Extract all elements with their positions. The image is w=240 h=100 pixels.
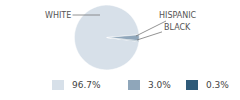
svg-text:HISPANIC: HISPANIC [159, 11, 197, 20]
svg-text:WHITE: WHITE [45, 11, 71, 20]
html-text:0.3%: 0.3% [206, 80, 229, 90]
svg-text:BLACK: BLACK [164, 23, 191, 32]
html-text:3.0%: 3.0% [148, 80, 171, 90]
html-text:96.7%: 96.7% [72, 80, 101, 90]
